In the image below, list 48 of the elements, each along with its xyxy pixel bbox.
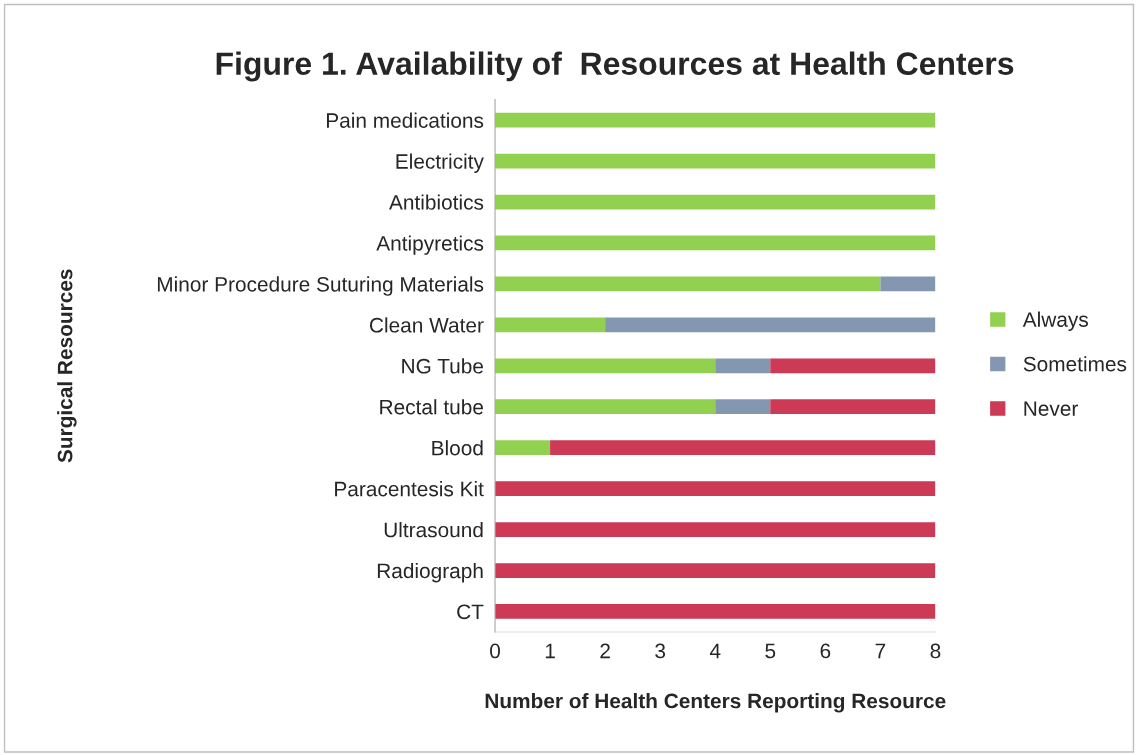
x-tick-label: 8	[930, 643, 941, 659]
y-tick-label: Pain medications	[326, 112, 484, 128]
x-tick-label: 1	[545, 643, 555, 659]
bar	[495, 440, 551, 456]
y-tick-label: Ultrasound	[384, 522, 483, 538]
y-tick-label: Clean Water	[369, 317, 484, 333]
bar	[770, 358, 936, 374]
bar	[495, 317, 606, 333]
bar	[495, 481, 936, 496]
bar	[550, 440, 936, 456]
x-tick-label: 3	[655, 643, 666, 659]
bar	[495, 399, 716, 415]
x-axis-title: Number of Health Centers Reporting Resource	[485, 693, 946, 713]
y-tick-label: CT	[457, 604, 484, 620]
y-tick-label: Paracentesis Kit	[335, 481, 484, 497]
y-tick-label: Blood	[432, 440, 483, 456]
y-tick-label: Antibiotics	[389, 194, 484, 210]
bar	[605, 317, 936, 333]
bar	[715, 358, 771, 374]
y-tick-label: Radiograph	[377, 562, 483, 583]
chart-title: Figure 1. Availability of Resources at Health Centers	[216, 51, 1014, 82]
legend-label: Never	[1024, 401, 1078, 416]
bar	[495, 235, 936, 251]
x-tick-label: 7	[875, 643, 886, 659]
x-tick-label: 6	[820, 643, 831, 659]
y-tick-label: Minor Procedure Suturing Materials	[157, 276, 484, 296]
bar	[495, 276, 881, 292]
bar	[495, 194, 936, 210]
bar	[495, 112, 936, 128]
y-tick-label: Antipyretics	[376, 235, 484, 255]
bar	[770, 399, 936, 415]
x-tick-label: 5	[765, 643, 776, 659]
bar	[495, 358, 716, 374]
x-tick-label: 2	[600, 643, 610, 659]
x-tick-label: 0	[490, 643, 501, 659]
x-tick-label: 4	[709, 643, 721, 659]
bar	[880, 276, 936, 292]
legend-label: Always	[1022, 311, 1088, 332]
y-tick-label: NG Tube	[402, 358, 483, 374]
bar	[495, 604, 936, 619]
y-axis-title: Surgical Resources	[57, 269, 77, 463]
y-tick-label: Rectal tube	[380, 399, 483, 415]
bar	[715, 399, 771, 415]
y-tick-label: Electricity	[396, 153, 484, 173]
bar	[495, 153, 936, 169]
legend-label: Sometimes	[1023, 356, 1127, 372]
bar	[495, 563, 936, 578]
bar	[495, 522, 936, 537]
